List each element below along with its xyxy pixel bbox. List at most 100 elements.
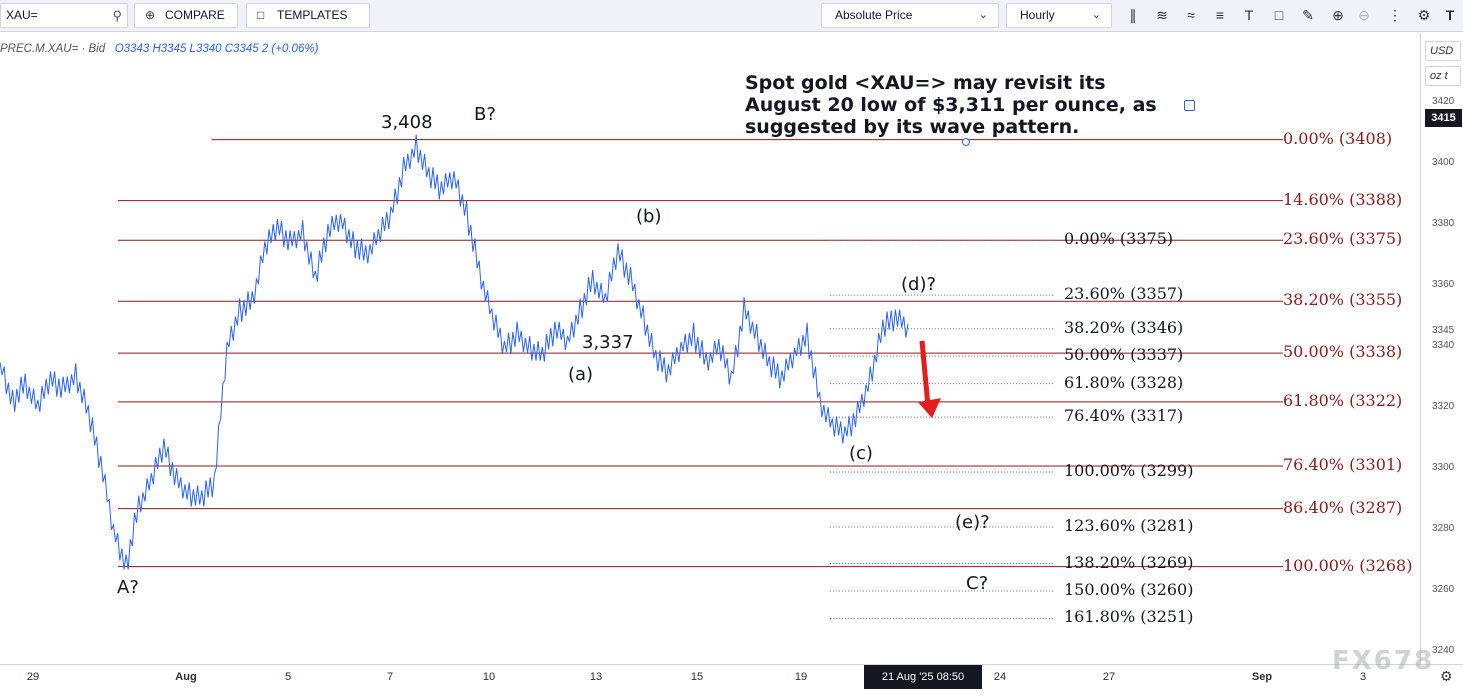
more-icon[interactable]: ⋮ xyxy=(1388,7,1402,23)
symbol-text: XAU= xyxy=(6,8,38,22)
compare-label: COMPARE xyxy=(165,8,225,22)
legend-change: 2 (+0.06%) xyxy=(261,43,319,55)
templates-button[interactable]: □ TEMPLATES xyxy=(246,3,370,28)
legend-low: L3340 xyxy=(189,43,222,55)
time-tick-label: 13 xyxy=(589,671,603,683)
ohlc-legend: PREC.M.XAU= · Bid O3343 H3345 L3340 C334… xyxy=(0,43,318,55)
plus-circle-icon: ⊕ xyxy=(145,8,156,22)
wave-label: (d)? xyxy=(901,274,937,296)
watermark: FX678 xyxy=(1332,646,1435,676)
price-tick-label: 3260 xyxy=(1432,584,1455,595)
fib-minor-label: 138.20% (3269) xyxy=(1064,552,1194,572)
wave-label: A? xyxy=(117,576,139,598)
time-tick-label: 3 xyxy=(1359,671,1367,683)
fib-major-label: 14.60% (3388) xyxy=(1283,189,1403,209)
price-tick-label: 3300 xyxy=(1432,462,1455,473)
price-tick-label: 3280 xyxy=(1432,523,1455,534)
draw-icon[interactable]: ✎ xyxy=(1302,7,1314,23)
axis-settings-icon[interactable]: ⚙ xyxy=(1440,668,1453,684)
annotation-text[interactable]: Spot gold <XAU=> may revisit its August … xyxy=(745,72,1157,138)
fib-minor-label: 123.60% (3281) xyxy=(1064,515,1194,535)
legend-symbol: PREC.M.XAU= · Bid xyxy=(0,43,106,55)
wave-label: 3,408 xyxy=(381,111,433,133)
price-tick-label: 3420 xyxy=(1432,96,1455,107)
wave-label: B? xyxy=(474,103,496,125)
time-tick-label: 24 xyxy=(993,671,1007,683)
fib-minor-label: 23.60% (3357) xyxy=(1064,284,1184,304)
fib-major-label: 50.00% (3338) xyxy=(1283,342,1403,362)
annotation-anchor-handle[interactable] xyxy=(962,138,970,146)
search-icon[interactable]: ⚲ xyxy=(112,8,122,23)
shapes-icon[interactable]: □ xyxy=(1274,7,1284,23)
down-arrow-shaft xyxy=(919,340,931,407)
symbol-search-input[interactable]: XAU= ⚲ xyxy=(0,3,128,28)
fib-major-label: 23.60% (3375) xyxy=(1283,229,1403,249)
annotation-handle-square[interactable] xyxy=(1184,100,1195,111)
time-tick-label: 15 xyxy=(690,671,704,683)
studies-icon[interactable]: ≈ xyxy=(1187,7,1195,23)
fib-minor-label: 100.00% (3299) xyxy=(1064,461,1194,481)
wave-label: (b) xyxy=(636,206,662,228)
logo-icon: T xyxy=(1445,7,1455,23)
price-tick-label: 3380 xyxy=(1432,218,1455,229)
down-arrow-icon xyxy=(918,398,941,419)
wave-label: (a) xyxy=(568,364,594,386)
wave-label: (c) xyxy=(849,443,873,465)
settings-icon[interactable]: ⚙ xyxy=(1417,7,1431,23)
fib-minor-label: 0.00% (3375) xyxy=(1064,229,1174,249)
interval-value: Hourly xyxy=(1020,8,1055,22)
compare-button[interactable]: ⊕ COMPARE xyxy=(134,3,238,28)
fib-minor-label: 161.80% (3251) xyxy=(1064,607,1194,627)
price-axis[interactable] xyxy=(1420,33,1463,664)
fib-major-label: 100.00% (3268) xyxy=(1283,555,1413,575)
chevron-down-icon: ⌄ xyxy=(1091,9,1101,21)
indicators-icon[interactable]: ≋ xyxy=(1156,7,1168,23)
price-mode-select[interactable]: Absolute Price ⌄ xyxy=(821,3,999,28)
price-series-line xyxy=(0,134,909,570)
time-tick-label: 7 xyxy=(386,671,394,683)
wave-label: C? xyxy=(966,572,989,594)
fib-major-label: 0.00% (3408) xyxy=(1283,128,1393,148)
unit-select[interactable]: oz t xyxy=(1425,66,1461,86)
price-tick-label: 3345 xyxy=(1432,324,1455,336)
price-tick-label: 3240 xyxy=(1432,645,1455,656)
price-tick-label: 3400 xyxy=(1432,157,1455,168)
zoom-out-icon[interactable]: ⊖ xyxy=(1358,7,1370,23)
last-price-tag: 3415 xyxy=(1425,109,1462,127)
fib-minor-label: 50.00% (3337) xyxy=(1064,345,1184,365)
wave-label: (e)? xyxy=(955,511,990,533)
time-tick-label: 5 xyxy=(284,671,292,683)
wave-label: 3,337 xyxy=(582,332,634,354)
time-tick-label: 10 xyxy=(482,671,496,683)
time-tick-label: 19 xyxy=(794,671,808,683)
fib-major-label: 38.20% (3355) xyxy=(1283,290,1403,310)
legend-close: C3345 xyxy=(224,43,259,55)
templates-label: TEMPLATES xyxy=(277,8,348,22)
legend-high: H3345 xyxy=(152,43,187,55)
text-icon[interactable]: T xyxy=(1244,7,1254,23)
candles-icon[interactable]: ∥ xyxy=(1129,7,1137,23)
zoom-in-icon[interactable]: ⊕ xyxy=(1332,7,1344,23)
fib-major-label: 61.80% (3322) xyxy=(1283,390,1403,410)
crosshair-time-label: 21 Aug '25 08:50 xyxy=(864,665,982,689)
price-tick-label: 3320 xyxy=(1432,401,1455,412)
time-tick-label: Aug xyxy=(175,671,197,683)
currency-select[interactable]: USD xyxy=(1425,41,1461,61)
price-tick-label: 3360 xyxy=(1432,279,1455,290)
fib-minor-label: 150.00% (3260) xyxy=(1064,580,1194,599)
chevron-down-icon: ⌄ xyxy=(978,9,988,21)
interval-select[interactable]: Hourly ⌄ xyxy=(1006,3,1112,28)
price-mode-value: Absolute Price xyxy=(835,8,913,22)
fib-major-label: 76.40% (3301) xyxy=(1283,454,1403,474)
price-chart[interactable] xyxy=(0,33,1420,664)
fib-minor-label: 61.80% (3328) xyxy=(1064,372,1184,392)
price-tick-label: 3340 xyxy=(1432,340,1455,351)
time-axis[interactable] xyxy=(0,664,1463,697)
fib-major-label: 86.40% (3287) xyxy=(1283,497,1403,517)
top-toolbar: XAU= ⚲ ⊕ COMPARE □ TEMPLATES Absolute Pric… xyxy=(0,0,1463,32)
time-tick-label: Sep xyxy=(1251,671,1273,683)
legend-open: O3343 xyxy=(114,43,150,55)
lines-icon[interactable]: ≡ xyxy=(1215,7,1225,23)
folder-icon: □ xyxy=(257,8,265,22)
fib-minor-label: 38.20% (3346) xyxy=(1064,317,1184,337)
